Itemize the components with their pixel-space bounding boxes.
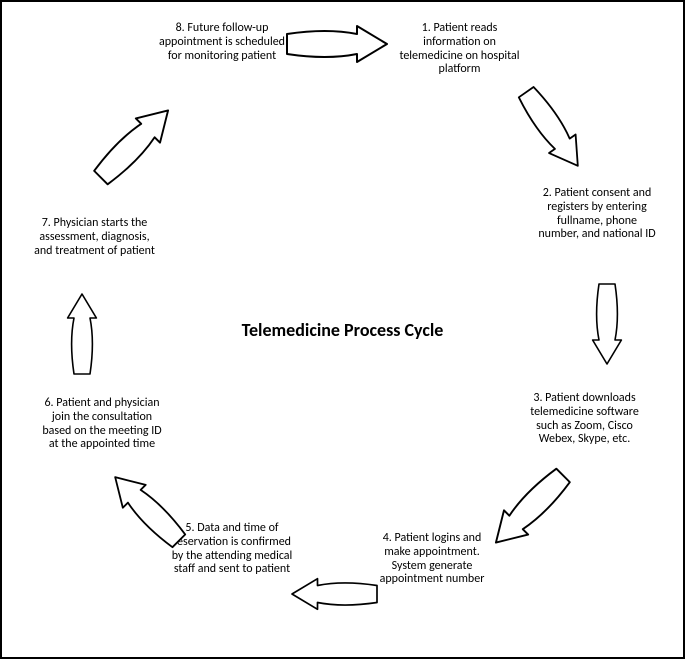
arrow-7-to-8 [85, 95, 183, 193]
arrow-2-to-3 [585, 284, 629, 364]
diagram-title: Telemedicine Process Cycle [242, 319, 444, 341]
arrow-4-to-5 [292, 572, 377, 616]
step-6: 6. Patient and physician join the consul… [37, 397, 167, 452]
arrow-8-to-1 [287, 22, 387, 66]
step-4: 4. Patient logins and make appointment. … [372, 532, 492, 587]
arrow-3-to-4 [480, 460, 578, 558]
arrow-1-to-2 [508, 80, 596, 179]
step-1: 1. Patient reads information on telemedi… [397, 22, 522, 77]
step-8: 8. Future follow-up appointment is sched… [157, 22, 287, 63]
step-2: 2. Patient consent and registers by ente… [537, 187, 657, 242]
step-7: 7. Physician starts the assessment, diag… [32, 217, 157, 258]
diagram-frame: Telemedicine Process Cycle 1. Patient re… [0, 0, 685, 659]
arrow-6-to-7 [60, 294, 104, 374]
step-3: 3. Patient downloads telemedicine softwa… [527, 392, 642, 447]
